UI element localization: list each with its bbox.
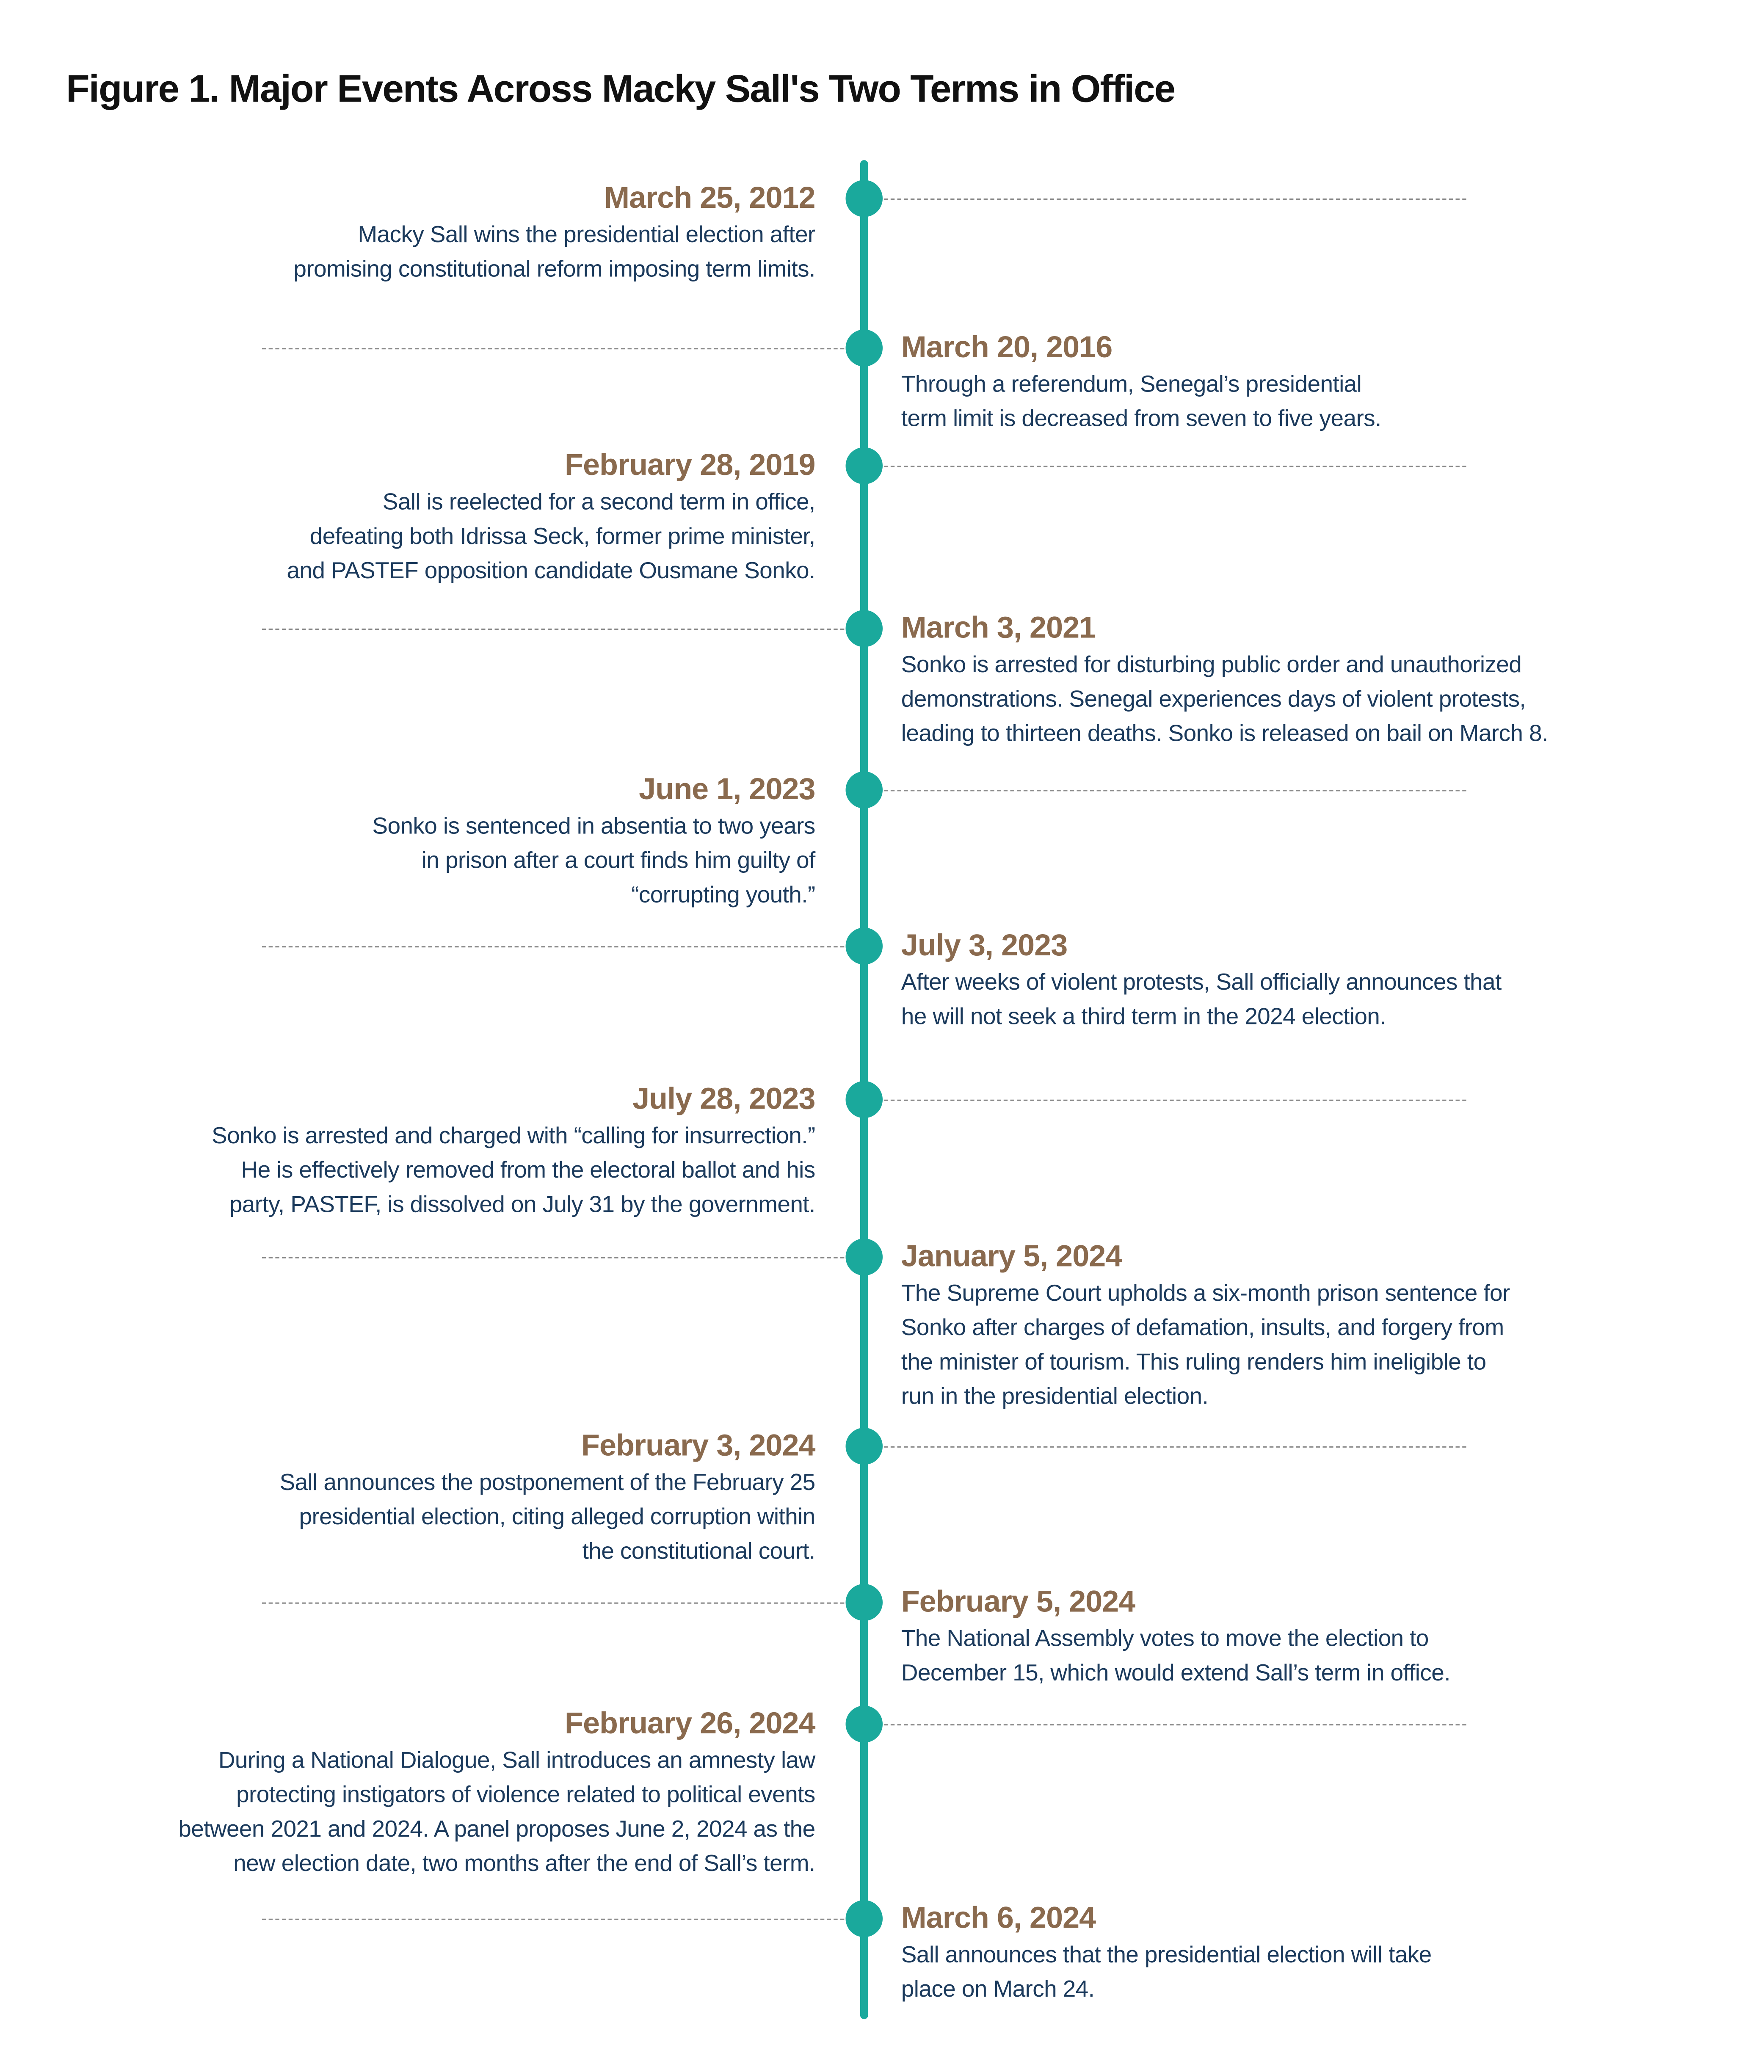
event-description-line: run in the presidential election. <box>901 1382 1209 1410</box>
event-description-line: Through a referendum, Senegal’s presiden… <box>901 370 1362 397</box>
figure-title: Figure 1. Major Events Across Macky Sall… <box>66 69 1176 111</box>
event-date: February 28, 2019 <box>565 447 816 482</box>
event-entry: February 26, 2024 During a National Dialo… <box>178 1703 815 1880</box>
event-description-line: and PASTEF opposition candidate Ousmane … <box>287 557 815 584</box>
event-date: February 5, 2024 <box>901 1584 1136 1619</box>
event-description-line: The National Assembly votes to move the … <box>901 1625 1429 1652</box>
event-description-line: promising constitutional reform imposing… <box>293 255 815 282</box>
connector-line <box>884 466 1466 467</box>
event-marker <box>845 610 883 647</box>
event-date: July 3, 2023 <box>901 927 1068 962</box>
event-description-line: Sonko after charges of defamation, insul… <box>901 1314 1504 1341</box>
event-date: March 6, 2024 <box>901 1900 1096 1935</box>
event-description-line: party, PASTEF, is dissolved on July 31 b… <box>229 1191 815 1217</box>
event-description-line: place on March 24. <box>901 1975 1095 2002</box>
connector-line <box>262 628 845 630</box>
connector-line <box>884 1446 1466 1448</box>
event-description-line: he will not seek a third term in the 202… <box>901 1003 1386 1030</box>
event-description-line: He is effectively removed from the elect… <box>241 1156 816 1183</box>
event-description-line: Sall announces the postponement of the F… <box>279 1468 815 1495</box>
event-description-line: Sonko is arrested and charged with “call… <box>212 1122 815 1149</box>
event-marker <box>845 1238 883 1276</box>
event-date: July 28, 2023 <box>632 1081 815 1116</box>
connector-line <box>884 198 1466 200</box>
event-entry: March 6, 2024 Sall announces that the pre… <box>901 1898 1432 2006</box>
event-description-line: During a National Dialogue, Sall introdu… <box>218 1746 815 1773</box>
event-description-line: the constitutional court. <box>582 1537 816 1564</box>
event-description-line: demonstrations. Senegal experiences days… <box>901 685 1526 712</box>
connector-line <box>262 1602 845 1604</box>
event-description-line: leading to thirteen deaths. Sonko is rel… <box>901 720 1548 747</box>
event-description-line: Sall announces that the presidential ele… <box>901 1941 1432 1968</box>
connector-line <box>262 946 845 948</box>
event-date: June 1, 2023 <box>639 771 815 806</box>
event-marker <box>845 180 883 217</box>
connector-line <box>262 1918 845 1920</box>
event-date: February 3, 2024 <box>581 1427 816 1462</box>
event-date: February 26, 2024 <box>565 1705 816 1740</box>
event-entry: February 3, 2024 Sall announces the postp… <box>279 1425 815 1568</box>
event-marker <box>845 927 883 965</box>
event-date: March 20, 2016 <box>901 329 1113 364</box>
event-description-line: Sonko is arrested for disturbing public … <box>901 651 1522 678</box>
event-description-line: Sall is reelected for a second term in o… <box>382 488 815 515</box>
event-entry: March 3, 2021 Sonko is arrested for distu… <box>901 607 1548 750</box>
event-entry: March 20, 2016 Through a referendum, Sene… <box>901 327 1382 435</box>
event-description-line: defeating both Idrissa Seck, former prim… <box>309 522 816 549</box>
event-description-line: term limit is decreased from seven to fi… <box>901 405 1382 432</box>
event-marker <box>845 1427 883 1465</box>
connector-line <box>262 1257 845 1258</box>
event-marker <box>845 1584 883 1621</box>
event-marker <box>845 771 883 808</box>
event-entry: March 25, 2012 Macky Sall wins the presid… <box>293 177 815 286</box>
event-date: March 3, 2021 <box>901 610 1096 645</box>
event-entry: January 5, 2024 The Supreme Court upholds… <box>901 1236 1510 1413</box>
event-description-line: between 2021 and 2024. A panel proposes … <box>178 1815 815 1842</box>
event-description-line: new election date, two months after the … <box>233 1850 815 1876</box>
event-description-line: the minister of tourism. This ruling ren… <box>901 1348 1486 1375</box>
event-description-line: Macky Sall wins the presidential electio… <box>358 221 815 248</box>
event-entry: June 1, 2023 Sonko is sentenced in absent… <box>372 769 815 912</box>
event-description-line: The Supreme Court upholds a six-month pr… <box>901 1279 1510 1306</box>
event-marker <box>845 329 883 367</box>
event-marker <box>845 1081 883 1118</box>
event-description-line: “corrupting youth.” <box>631 881 815 908</box>
event-entry: February 5, 2024 The National Assembly vo… <box>901 1581 1451 1690</box>
event-description-line: protecting instigators of violence relat… <box>236 1781 815 1808</box>
event-date: January 5, 2024 <box>901 1238 1122 1273</box>
event-marker <box>845 1900 883 1937</box>
connector-line <box>884 1099 1466 1101</box>
event-description-line: After weeks of violent protests, Sall of… <box>901 968 1502 995</box>
event-entry: July 3, 2023 After weeks of violent prote… <box>901 925 1502 1033</box>
event-description-line: Sonko is sentenced in absentia to two ye… <box>372 812 815 839</box>
event-marker <box>845 447 883 485</box>
event-entry: July 28, 2023 Sonko is arrested and charg… <box>212 1079 815 1222</box>
event-description-line: in prison after a court finds him guilty… <box>421 847 816 874</box>
event-marker <box>845 1705 883 1743</box>
connector-line <box>884 1724 1466 1726</box>
event-description-line: presidential election, citing alleged co… <box>299 1503 816 1530</box>
event-entry: February 28, 2019 Sall is reelected for a… <box>287 444 815 588</box>
event-date: March 25, 2012 <box>604 180 815 215</box>
connector-line <box>884 790 1466 792</box>
connector-line <box>262 348 845 350</box>
event-description-line: December 15, which would extend Sall’s t… <box>901 1659 1451 1686</box>
